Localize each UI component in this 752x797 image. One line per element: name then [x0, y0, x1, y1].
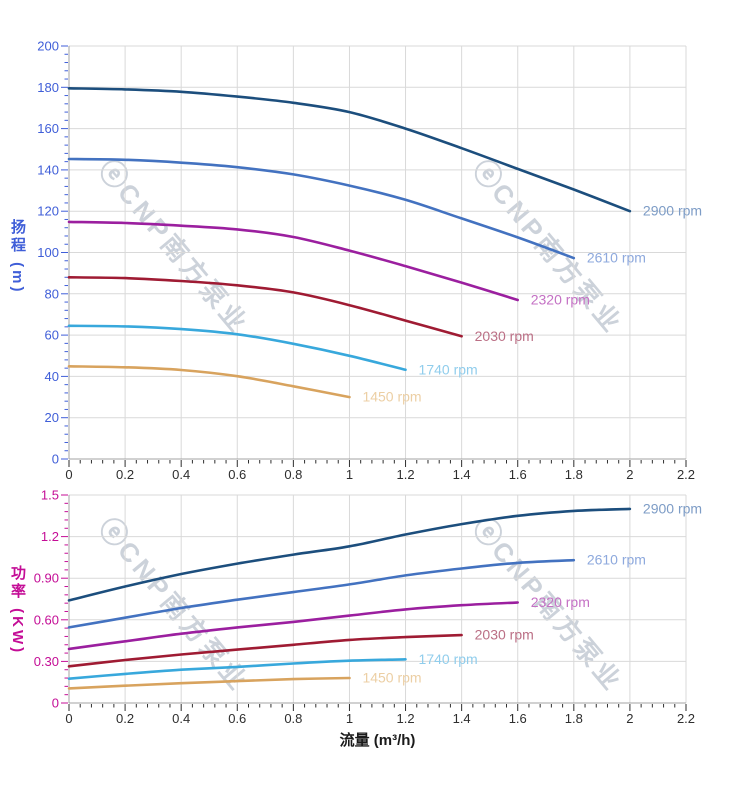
x-tick-label-power: 1	[346, 711, 353, 726]
curve-head-2610-rpm	[67, 157, 576, 260]
curve-power-2900-rpm	[67, 507, 632, 602]
x-tick-label-power: 2	[626, 711, 633, 726]
x-tick-label-head: 0.6	[228, 467, 246, 482]
x-tick-label-power: 1.4	[453, 711, 471, 726]
y-tick-label-head: 140	[37, 162, 59, 177]
grid-head	[69, 45, 687, 459]
x-tick-label-head: 0.2	[116, 467, 134, 482]
series-label-head-2030-rpm: 2030 rpm	[475, 328, 534, 344]
axes-power	[68, 495, 686, 704]
x-tick-label-head: 1.2	[397, 467, 415, 482]
y-tick-label-power: 0	[52, 696, 59, 711]
curve-power-2030-rpm	[67, 633, 463, 668]
y-ticks-power	[61, 494, 68, 704]
x-tick-label-head: 0.4	[172, 467, 190, 482]
x-tick-label-head: 0.8	[284, 467, 302, 482]
x-tick-label-power: 2.2	[677, 711, 695, 726]
series-label-power-1740-rpm: 1740 rpm	[419, 651, 478, 667]
curve-head-2030-rpm	[67, 276, 463, 338]
y-tick-label-power: 0.60	[34, 612, 59, 627]
y-ticks-head	[61, 45, 68, 460]
series-label-head-1450-rpm: 1450 rpm	[362, 389, 421, 405]
x-tick-label-power: 1.2	[397, 711, 415, 726]
y-tick-label-head: 180	[37, 80, 59, 95]
y-tick-label-head: 100	[37, 245, 59, 260]
series-label-head-2320-rpm: 2320 rpm	[531, 291, 590, 307]
y-tick-label-head: 40	[45, 369, 59, 384]
series-label-power-2320-rpm: 2320 rpm	[531, 594, 590, 610]
x-tick-label-power: 1.6	[509, 711, 527, 726]
power-axis-title: 功率 (KW)	[9, 565, 26, 656]
y-tick-label-head: 120	[37, 204, 59, 219]
y-tick-label-power: 0.30	[34, 654, 59, 669]
y-tick-label-head: 20	[45, 410, 59, 425]
series-label-head-2610-rpm: 2610 rpm	[587, 250, 646, 266]
y-tick-label-power: 1.5	[41, 488, 59, 503]
x-tick-label-power: 0.8	[284, 711, 302, 726]
x-tick-label-head: 1.6	[509, 467, 527, 482]
axes-head	[68, 46, 686, 460]
curve-power-1740-rpm	[67, 658, 407, 680]
x-tick-label-head: 2.2	[677, 467, 695, 482]
y-tick-label-head: 200	[37, 39, 59, 54]
curve-head-1450-rpm	[67, 365, 351, 399]
curve-head-1740-rpm	[67, 324, 407, 372]
x-tick-label-head: 1	[346, 467, 353, 482]
y-tick-label-head: 0	[52, 452, 59, 467]
x-tick-label-head: 1.4	[453, 467, 471, 482]
y-tick-label-head: 80	[45, 286, 59, 301]
x-ticks-power	[68, 704, 687, 711]
series-label-power-1450-rpm: 1450 rpm	[362, 670, 421, 686]
curve-power-1450-rpm	[67, 676, 351, 690]
x-ticks-head	[68, 460, 687, 467]
x-tick-label-power: 0.2	[116, 711, 134, 726]
x-tick-label-head: 0	[65, 467, 72, 482]
y-tick-label-power: 1.2	[41, 529, 59, 544]
y-tick-label-power: 0.90	[34, 571, 59, 586]
series-label-power-2610-rpm: 2610 rpm	[587, 552, 646, 568]
series-label-head-2900-rpm: 2900 rpm	[643, 203, 702, 219]
y-tick-label-head: 160	[37, 121, 59, 136]
x-tick-label-power: 0	[65, 711, 72, 726]
head-axis-title: 扬程 (m)	[9, 219, 26, 295]
curve-power-2610-rpm	[67, 558, 576, 629]
curve-power-2320-rpm	[67, 601, 519, 651]
flow-axis-title: 流量 (m³/h)	[339, 732, 416, 749]
grid-power	[69, 494, 687, 703]
x-tick-label-power: 0.6	[228, 711, 246, 726]
x-tick-label-head: 2	[626, 467, 633, 482]
x-tick-label-power: 0.4	[172, 711, 190, 726]
x-tick-label-head: 1.8	[565, 467, 583, 482]
curve-head-2900-rpm	[67, 87, 632, 213]
series-label-head-1740-rpm: 1740 rpm	[419, 361, 478, 377]
series-label-power-2900-rpm: 2900 rpm	[643, 500, 702, 516]
curve-head-2320-rpm	[67, 220, 519, 302]
series-label-power-2030-rpm: 2030 rpm	[475, 627, 534, 643]
y-tick-label-head: 60	[45, 328, 59, 343]
x-tick-label-power: 1.8	[565, 711, 583, 726]
